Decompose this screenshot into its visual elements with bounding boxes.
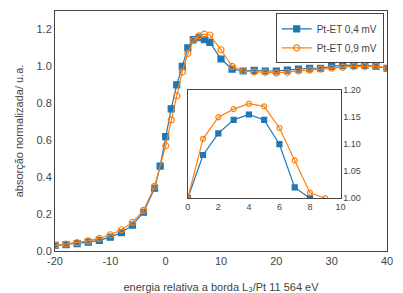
svg-text:1.2: 1.2 — [37, 23, 52, 35]
svg-text:1.20: 1.20 — [343, 85, 361, 95]
svg-text:2: 2 — [216, 202, 221, 212]
svg-text:1.15: 1.15 — [343, 112, 361, 122]
svg-text:20: 20 — [270, 255, 282, 267]
svg-text:1.05: 1.05 — [343, 166, 361, 176]
svg-text:1.00: 1.00 — [343, 193, 361, 203]
svg-text:10: 10 — [215, 255, 227, 267]
svg-text:Pt-ET 0,4 mV: Pt-ET 0,4 mV — [317, 24, 377, 35]
svg-text:10: 10 — [336, 202, 346, 212]
svg-text:40: 40 — [381, 255, 393, 267]
svg-text:1.0: 1.0 — [37, 60, 52, 72]
svg-text:-10: -10 — [102, 255, 118, 267]
svg-text:0.4: 0.4 — [37, 171, 52, 183]
svg-text:0.8: 0.8 — [37, 97, 52, 109]
svg-text:0.2: 0.2 — [37, 208, 52, 220]
svg-text:0.0: 0.0 — [37, 245, 52, 257]
svg-text:30: 30 — [326, 255, 338, 267]
svg-text:Pt-ET 0,9 mV: Pt-ET 0,9 mV — [317, 43, 377, 54]
svg-text:energia relativa a borda L₃/Pt: energia relativa a borda L₃/Pt 11 564 eV — [123, 281, 319, 293]
svg-text:6: 6 — [277, 202, 282, 212]
svg-text:-20: -20 — [47, 255, 63, 267]
svg-text:8: 8 — [307, 202, 312, 212]
svg-text:4: 4 — [246, 202, 251, 212]
svg-text:0.6: 0.6 — [37, 134, 52, 146]
svg-text:0: 0 — [185, 202, 190, 212]
svg-text:1.10: 1.10 — [343, 139, 361, 149]
svg-text:absorção normalizada/ u.a.: absorção normalizada/ u.a. — [13, 65, 25, 198]
svg-text:0: 0 — [163, 255, 169, 267]
